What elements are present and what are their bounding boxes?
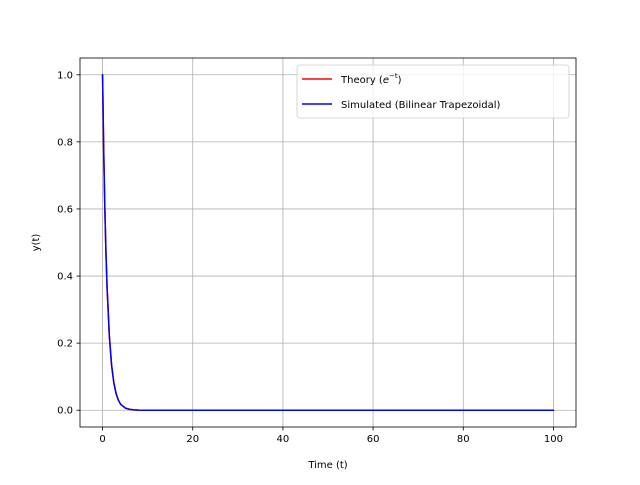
- x-axis-label: Time (t): [307, 460, 347, 471]
- y-tick-label: 0.0: [57, 406, 73, 417]
- x-tick-label: 40: [277, 434, 290, 445]
- legend: Theory (e−t) Simulated (Bilinear Trapezo…: [296, 64, 570, 119]
- axis-ticks: 0 20 40 60 80 100 0.0 0.2 0.4 0.6 0.8 1.0: [57, 70, 563, 445]
- y-tick-label: 0.6: [57, 204, 73, 215]
- plot-area: [101, 74, 555, 411]
- y-axis-label: y(t): [31, 234, 42, 252]
- legend-label-theory: Theory (e−t): [340, 72, 402, 86]
- grid: [80, 58, 576, 427]
- axes-frame: [79, 57, 577, 428]
- y-tick-label: 0.2: [57, 339, 73, 350]
- y-tick-label: 0.4: [57, 272, 73, 283]
- x-tick-label: 20: [186, 434, 199, 445]
- x-tick-label: 0: [99, 434, 105, 445]
- y-tick-label: 1.0: [57, 70, 73, 81]
- x-tick-label: 80: [457, 434, 470, 445]
- legend-label-simulated: Simulated (Bilinear Trapezoidal): [341, 100, 500, 111]
- legend-frame: [296, 64, 570, 119]
- x-tick-label: 100: [544, 434, 563, 445]
- series-line-simulated: [101, 74, 555, 411]
- y-tick-label: 0.8: [57, 137, 73, 148]
- x-tick-label: 60: [367, 434, 380, 445]
